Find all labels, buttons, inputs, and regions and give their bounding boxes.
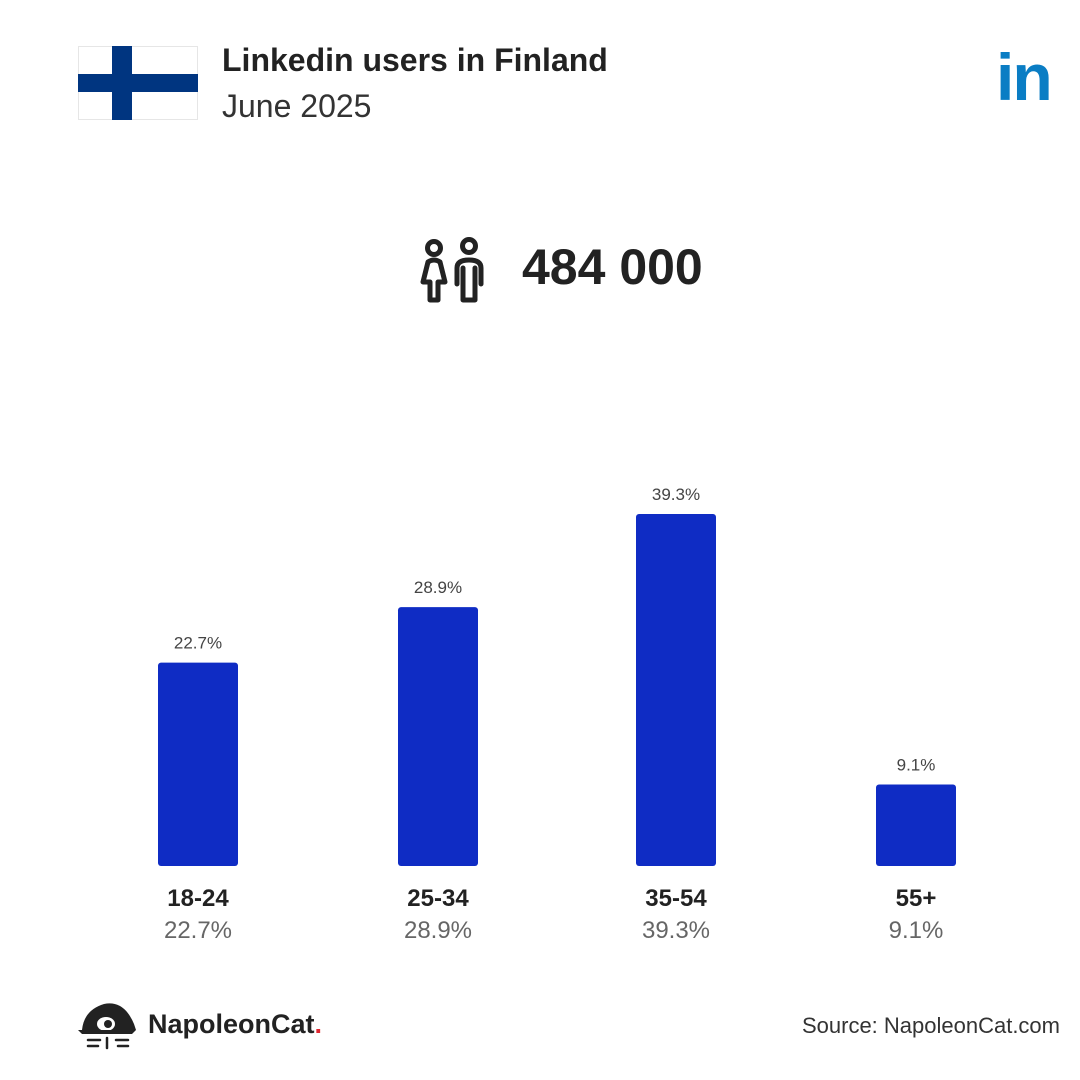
- bar-value-label: 28.9%: [414, 578, 462, 597]
- wordmark-dot: .: [314, 1009, 323, 1039]
- category-percentage: 39.3%: [642, 917, 710, 944]
- page-title: Linkedin users in Finland: [222, 42, 608, 78]
- napoleoncat-wordmark: NapoleonCat.: [148, 1009, 322, 1040]
- source-credit: Source: NapoleonCat.com: [801, 1013, 1060, 1038]
- total-users-value: 484 000: [522, 239, 703, 295]
- category-label: 18-24: [167, 885, 229, 912]
- category-percentage: 9.1%: [889, 917, 944, 944]
- napoleoncat-logo-icon: [78, 1003, 136, 1050]
- category-percentage: 22.7%: [164, 917, 232, 944]
- wordmark-text: NapoleonCat: [148, 1009, 315, 1039]
- bar-35-54: [636, 514, 716, 866]
- flag-cross-horizontal: [78, 74, 198, 92]
- category-percentage: 28.9%: [404, 917, 472, 944]
- category-label: 55+: [896, 885, 937, 912]
- bar-55+: [876, 784, 956, 866]
- category-label: 35-54: [645, 885, 707, 912]
- page-subtitle: June 2025: [222, 88, 372, 124]
- bar-25-34: [398, 607, 478, 866]
- bar-value-label: 39.3%: [652, 485, 700, 504]
- linkedin-icon: in: [996, 40, 1053, 114]
- finland-flag-icon: [78, 46, 198, 120]
- bar-value-label: 22.7%: [174, 634, 222, 653]
- users-icon: [420, 237, 484, 303]
- category-label: 25-34: [407, 885, 469, 912]
- bar-value-label: 9.1%: [897, 755, 936, 774]
- bar-18-24: [158, 662, 238, 866]
